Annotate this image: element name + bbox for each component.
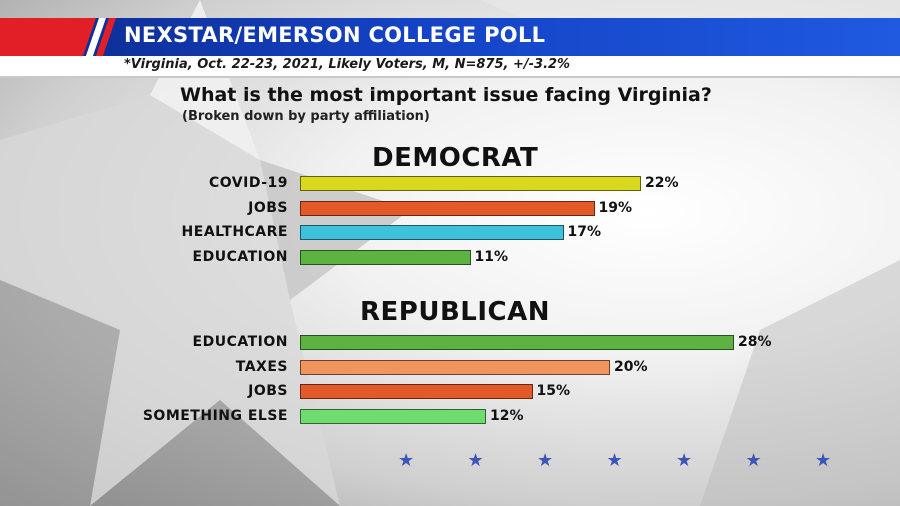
poll-title: NEXSTAR/EMERSON COLLEGE POLL xyxy=(124,23,546,47)
bar xyxy=(300,335,734,350)
star-icon: ★ xyxy=(467,450,484,471)
bar xyxy=(300,200,595,216)
star-icon: ★ xyxy=(398,450,415,471)
chart-question: What is the most important issue facing … xyxy=(180,84,712,106)
bar xyxy=(300,408,486,424)
democrat-heading: DEMOCRAT xyxy=(372,143,539,173)
value-label: 28% xyxy=(738,334,772,350)
star-icon: ★ xyxy=(815,450,832,471)
bar xyxy=(300,359,610,375)
value-label: 20% xyxy=(614,358,648,375)
category-label: JOBS xyxy=(248,199,288,216)
bar xyxy=(300,249,471,265)
value-label: 17% xyxy=(567,224,602,240)
value-label: 22% xyxy=(645,175,679,191)
republican-heading: REPUBLICAN xyxy=(360,297,550,327)
category-label: JOBS xyxy=(248,383,288,399)
subtitle-bar xyxy=(0,56,900,78)
category-label: TAXES xyxy=(235,358,288,375)
category-label: EDUCATION xyxy=(192,248,288,265)
value-label: 11% xyxy=(474,248,509,265)
poll-subtitle: *Virginia, Oct. 22-23, 2021, Likely Vote… xyxy=(124,57,571,72)
value-label: 19% xyxy=(598,199,633,216)
star-icon: ★ xyxy=(606,450,623,471)
bar xyxy=(300,225,564,240)
star-icon: ★ xyxy=(745,450,762,471)
bar xyxy=(300,384,533,399)
value-label: 12% xyxy=(490,407,524,424)
value-label: 15% xyxy=(536,383,571,399)
bar xyxy=(300,176,641,191)
chart-note: (Broken down by party affiliation) xyxy=(182,109,430,124)
star-icon: ★ xyxy=(537,450,554,471)
category-label: SOMETHING ELSE xyxy=(142,407,288,424)
star-icon: ★ xyxy=(676,450,693,471)
category-label: COVID-19 xyxy=(208,175,288,191)
header-bar xyxy=(0,18,900,56)
category-label: EDUCATION xyxy=(192,334,288,350)
category-label: HEALTHCARE xyxy=(181,224,288,240)
